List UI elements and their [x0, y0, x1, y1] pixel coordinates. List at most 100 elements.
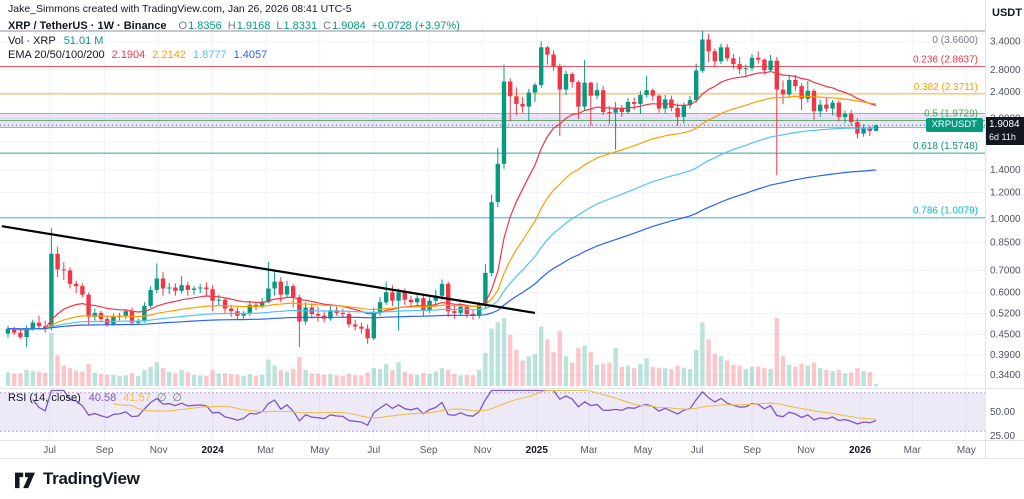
candle-body: [173, 287, 178, 291]
candle-body: [867, 128, 872, 131]
symbol-legend-row[interactable]: XRP / TetherUS · 1W · Binance O1.8356 H1.9…: [8, 20, 460, 32]
ema-legend-row[interactable]: EMA 20/50/100/200 2.1904 2.2142 1.8777 1.405…: [8, 49, 267, 61]
volume-bar: [638, 363, 643, 386]
time-axis-label[interactable]: Jul: [691, 445, 704, 456]
candle-body: [452, 311, 457, 313]
candle-body: [291, 286, 296, 298]
volume-bar: [322, 374, 327, 386]
volume-legend-row[interactable]: Vol · XRP 51.01 M: [8, 35, 103, 47]
candle-body: [67, 270, 73, 284]
volume-bar: [737, 365, 742, 386]
volume-bar: [669, 369, 674, 386]
time-axis-label[interactable]: 2024: [201, 445, 224, 456]
ema-line-200[interactable]: [8, 169, 877, 330]
volume-bar: [408, 374, 414, 386]
candle-body: [737, 64, 742, 70]
time-axis-label[interactable]: May: [634, 445, 653, 456]
rsi-scale-label: 50.00: [990, 407, 1015, 418]
chart-canvas[interactable]: 0 (3.6600) 0.236 (2.8637) 0.382 (2.3711) 0.…: [0, 0, 1024, 460]
candle-body: [61, 269, 66, 271]
volume-bar: [650, 366, 655, 386]
time-axis-label[interactable]: Mar: [580, 445, 598, 456]
candle-body: [849, 114, 854, 122]
candle-body: [743, 68, 748, 70]
volume-bar: [805, 365, 810, 386]
volume-bar: [415, 374, 420, 386]
volume-bar: [67, 368, 73, 386]
candle-body: [136, 321, 141, 323]
last-price-badge[interactable]: 1.9084 6d 11h: [986, 117, 1024, 145]
rsi-label: RSI (14, close): [8, 392, 81, 404]
candle-body: [12, 328, 17, 333]
ema-value: 2.1904: [111, 49, 146, 61]
volume-bar: [477, 369, 482, 386]
candle-body: [92, 312, 97, 317]
ema-line-100[interactable]: [7, 127, 877, 330]
trendline[interactable]: [1, 225, 536, 314]
symbol-title[interactable]: XRP / TetherUS · 1W · Binance: [8, 20, 167, 32]
price-scale-label: 0.5200: [990, 309, 1021, 320]
footer: TradingView: [0, 459, 1024, 499]
time-axis-label[interactable]: Jul: [367, 445, 380, 456]
time-axis-label[interactable]: Sep: [96, 445, 114, 456]
candle-body: [582, 82, 587, 107]
ema-value: 2.2142: [152, 49, 186, 61]
time-axis-label[interactable]: Nov: [797, 445, 815, 456]
time-axis-label[interactable]: May: [310, 445, 329, 456]
volume-bar: [328, 374, 333, 386]
time-axis-label[interactable]: Sep: [420, 445, 438, 456]
volume-bar: [297, 357, 302, 386]
time-axis-label[interactable]: Mar: [904, 445, 922, 456]
candle-body: [780, 89, 786, 95]
volume-bar: [464, 374, 469, 386]
volume-bar: [539, 326, 544, 386]
volume-bar: [501, 318, 507, 386]
volume-bar: [768, 369, 773, 386]
candle-body: [625, 102, 631, 112]
ema-line-50[interactable]: [7, 95, 877, 330]
time-axis-label[interactable]: 2025: [526, 445, 549, 456]
rsi-ma-line[interactable]: [113, 389, 877, 420]
time-axis-label[interactable]: Nov: [474, 445, 492, 456]
candle-body: [836, 102, 841, 117]
candle-body: [539, 47, 544, 85]
candle-body: [80, 286, 85, 295]
rsi-line[interactable]: [32, 389, 877, 427]
time-axis-label[interactable]: Sep: [743, 445, 761, 456]
ema-line-20[interactable]: [7, 70, 877, 331]
volume-bar: [24, 369, 29, 386]
candle-body: [830, 102, 835, 109]
volume-bar: [570, 362, 575, 386]
volume-bar: [446, 369, 451, 386]
volume-bar: [12, 373, 17, 386]
fib-highlight-band[interactable]: [0, 113, 985, 128]
volume-bar: [377, 369, 383, 386]
time-axis-label[interactable]: 2026: [849, 445, 872, 456]
symbol-price-tag[interactable]: XRPUSDT: [925, 118, 983, 132]
attribution-text: Jake_Simmons created with TradingView.co…: [8, 3, 352, 15]
volume-bar: [520, 360, 525, 386]
volume-bar: [105, 374, 110, 386]
time-axis-label[interactable]: May: [957, 445, 976, 456]
volume-bar: [594, 364, 600, 387]
volume-bar: [632, 368, 637, 386]
candle-body: [712, 51, 717, 62]
tradingview-logo-icon[interactable]: [14, 469, 36, 489]
candle-body: [706, 39, 711, 52]
candle-body: [793, 79, 798, 87]
candle-body: [55, 253, 60, 270]
volume-bar: [756, 366, 761, 386]
time-axis-label[interactable]: Mar: [257, 445, 275, 456]
tradingview-brand[interactable]: TradingView: [43, 469, 140, 488]
volume-bar: [142, 369, 147, 386]
time-axis-label[interactable]: Jul: [43, 445, 56, 456]
rsi-legend-row[interactable]: RSI (14, close) 40.58 41.57 ∅ ∅: [8, 391, 182, 404]
candle-body: [222, 299, 228, 309]
time-axis-label[interactable]: Nov: [150, 445, 168, 456]
candle-body: [768, 60, 773, 71]
volume-bar: [129, 373, 135, 387]
candle-body: [43, 326, 48, 329]
candle-body: [303, 307, 308, 322]
rsi-extra-1: ∅: [156, 392, 167, 404]
candle-body: [644, 90, 649, 95]
